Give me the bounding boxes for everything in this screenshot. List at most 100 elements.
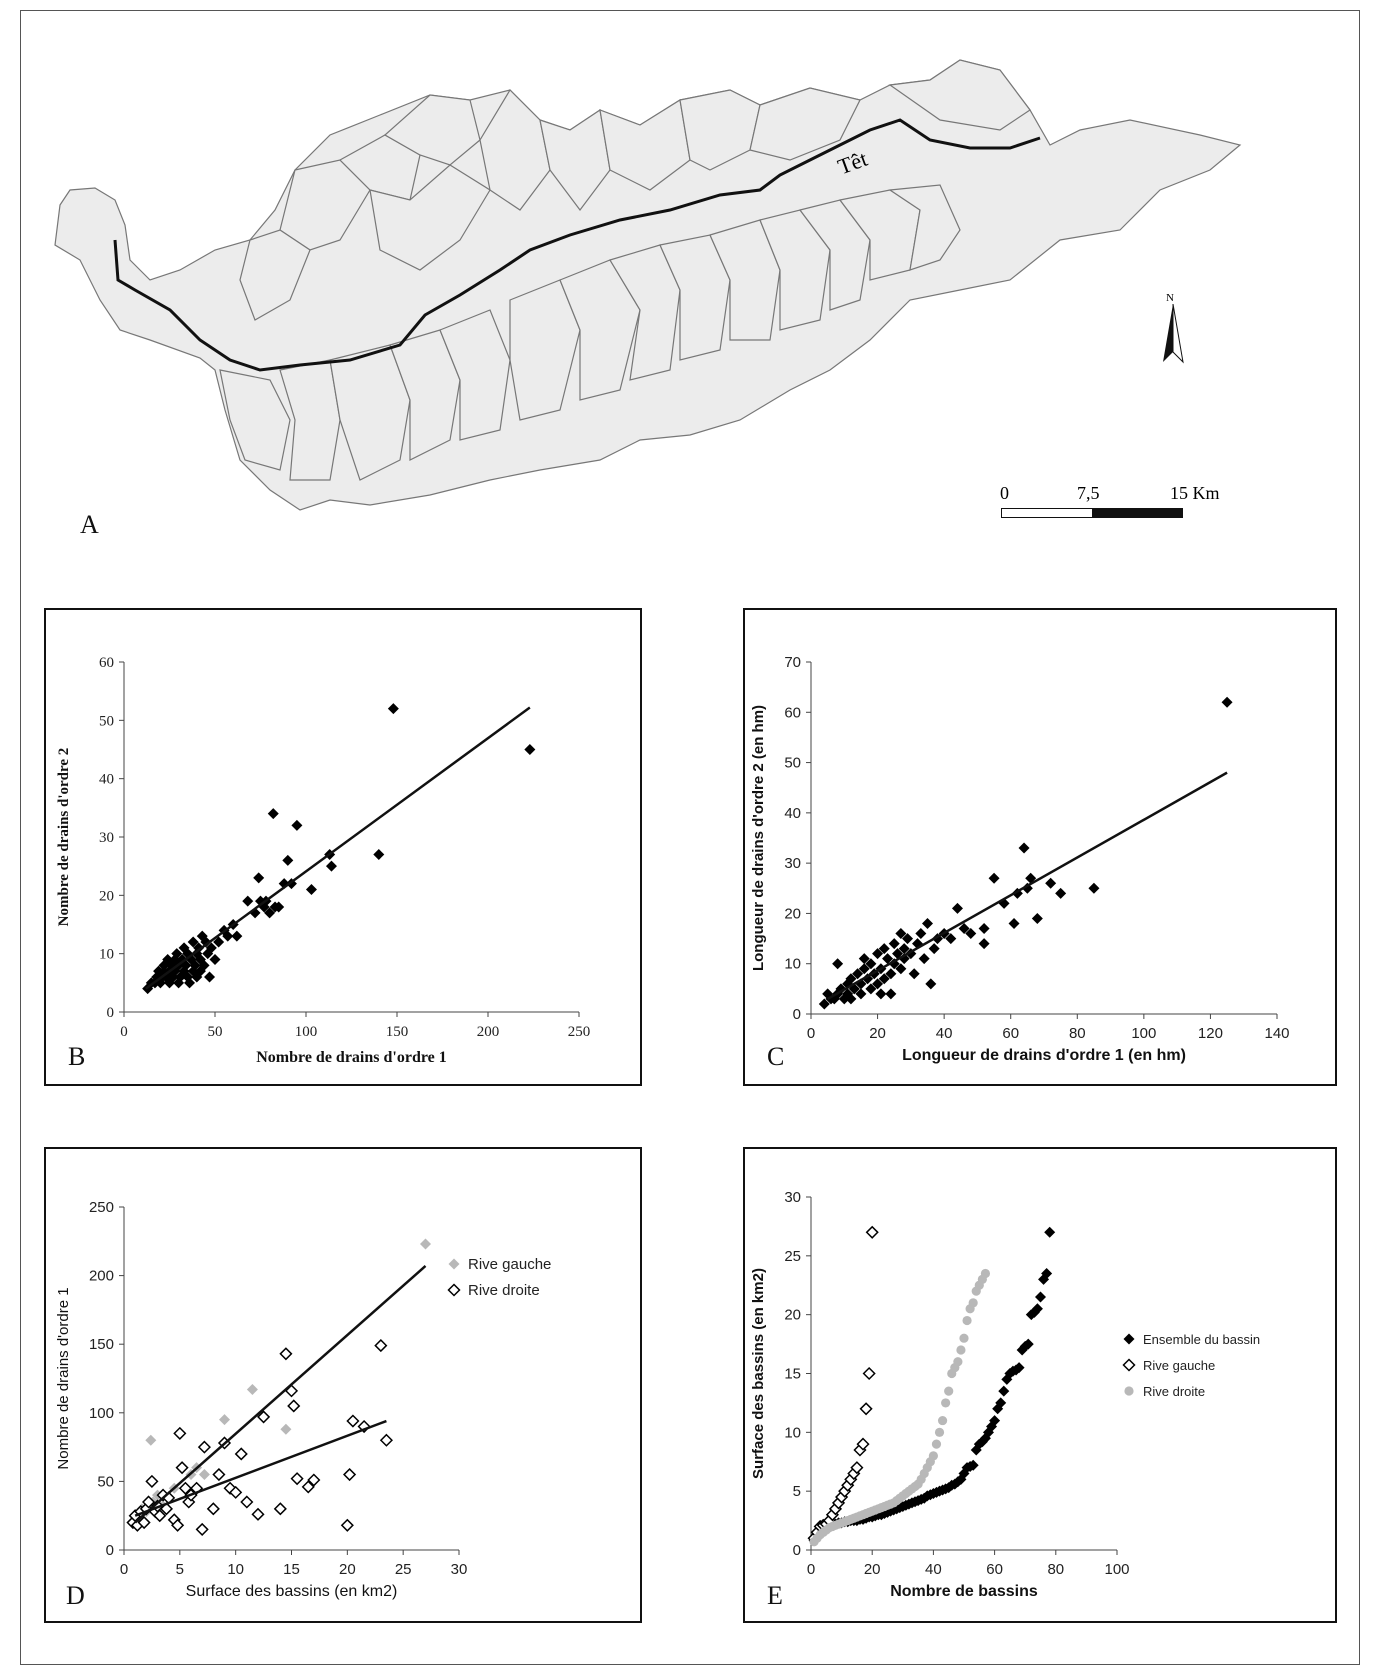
x-tick-label: 140 [1264,1025,1289,1042]
data-point [285,878,297,890]
data-point [989,1415,1001,1427]
data-point [189,959,201,971]
data-point [200,936,212,948]
x-tick-label: 60 [986,1561,1003,1578]
data-point [944,1386,954,1396]
north-label: N [1166,292,1174,304]
sub-basin [888,59,1031,131]
data-point [941,1398,951,1408]
data-point [995,1397,1007,1409]
data-point [219,1414,230,1426]
data-point [325,860,337,872]
figure-frame [20,10,1360,1665]
panel-label: C [767,1042,784,1071]
y-tick-label: 70 [784,654,801,671]
data-point [173,1426,187,1440]
data-point [209,954,221,965]
data-point [928,943,940,955]
chart-panel-d: 0 50 100 150 200 250 0 5 10 15 20 25 30 Surface des b… [44,1147,642,1623]
data-point [988,872,1000,884]
data-point [171,948,183,960]
x-tick-label: 100 [295,1024,318,1040]
data-point [145,1474,159,1488]
data-point [205,942,217,954]
legend-label: Rive droite [1143,1384,1205,1399]
data-point [202,948,214,960]
x-tick-label: 150 [386,1024,409,1040]
y-axis-title: Nombre de drains d'ordre 1 [55,1287,72,1469]
y-tick-label: 0 [107,1005,115,1021]
data-point [888,958,900,970]
y-tick-label: 60 [784,704,801,721]
y-tick-label: 0 [793,1542,801,1559]
x-tick-label: 40 [925,1561,942,1578]
tet-river [113,118,1041,372]
data-point [187,936,199,948]
data-point [915,928,927,940]
x-tick-label: 20 [864,1561,881,1578]
data-point [305,884,317,895]
x-tick-label: 100 [1131,1025,1156,1042]
legend: Rive gauche Rive droite [447,1256,551,1299]
data-point [1018,842,1030,854]
y-axis-title: Nombre de drains d'ordre 2 [56,748,72,927]
y-tick-label: 40 [99,772,114,788]
x-tick-label: 60 [1002,1025,1019,1042]
series-0 [818,696,1233,1010]
data-point [1038,1273,1050,1285]
x-tick-label: 10 [227,1561,244,1578]
panel-label: B [68,1042,85,1071]
y-tick-label: 25 [784,1248,801,1265]
data-point [420,1238,431,1250]
data-point [290,1472,304,1486]
y-tick-label: 40 [784,805,801,822]
data-point [852,968,864,980]
x-tick-label: 15 [283,1561,300,1578]
data-point [958,923,970,935]
data-point [301,1480,315,1494]
data-point [195,1522,209,1536]
trendline [827,771,1228,1001]
data-point [279,1347,293,1361]
data-point [194,965,206,977]
data-point [845,993,857,1005]
legend-marker [1124,1386,1134,1396]
chart-panel-e: 0 5 10 15 20 25 30 0 20 40 60 80 100 Nombre de bassin… [743,1147,1337,1623]
data-point [198,1469,210,1481]
series-2 [809,1268,991,1547]
trendline [145,706,531,990]
data-point [222,930,234,942]
data-point [379,1433,393,1447]
data-point [343,1467,357,1482]
y-tick-label: 0 [106,1542,114,1559]
data-point [959,1333,969,1343]
series-0 [129,1238,431,1526]
scale-label-end: 15 Km [1170,483,1220,503]
data-point [193,942,205,954]
x-tick-label: 100 [1104,1561,1129,1578]
x-tick-label: 0 [807,1561,815,1578]
legend-label: Rive gauche [468,1256,551,1273]
data-point [373,849,385,860]
data-point [197,1440,211,1454]
sub-basin [749,87,861,161]
data-point [951,902,963,914]
data-point [898,953,910,965]
x-axis-title: Surface des bassins (en km2) [186,1583,398,1600]
data-point [145,1434,157,1446]
data-point [850,1461,864,1475]
data-point [865,983,877,995]
data-point [902,933,914,945]
data-point [204,971,216,983]
legend-label: Ensemble du bassin [1143,1332,1260,1347]
data-point [169,965,181,977]
sub-basins [54,59,1242,511]
scale-label-mid: 7,5 [1077,483,1100,503]
data-point [1008,917,1020,929]
y-tick-label: 30 [99,830,114,846]
data-point [524,744,536,755]
legend-label: Rive gauche [1143,1358,1215,1373]
data-point [928,1451,938,1461]
data-point [242,895,254,907]
y-tick-label: 50 [99,713,114,729]
